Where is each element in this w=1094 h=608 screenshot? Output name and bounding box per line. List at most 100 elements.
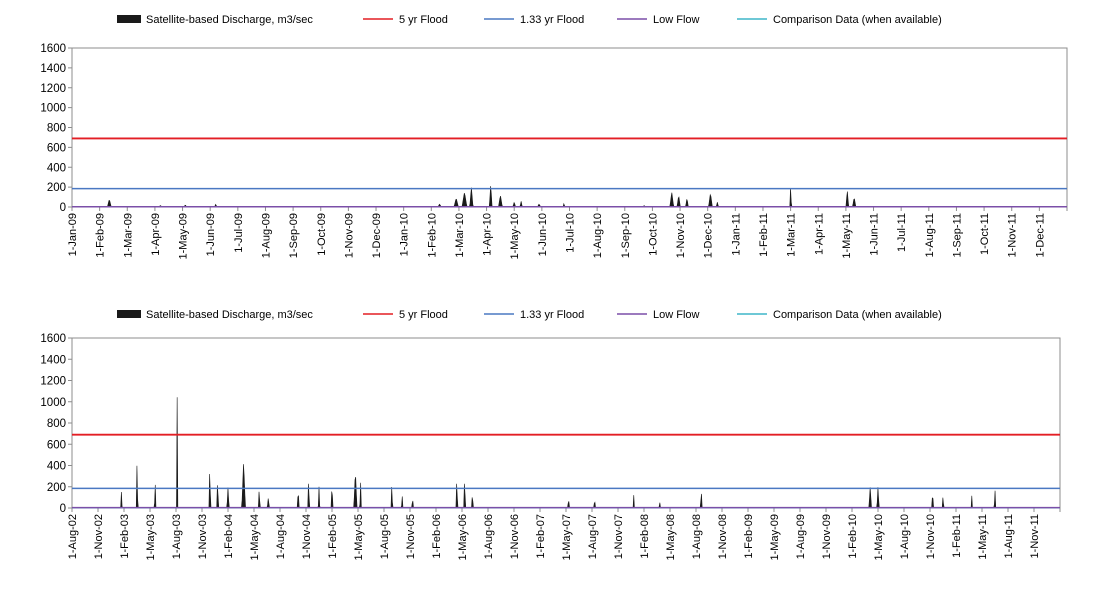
x-tick-label: 1-Feb-10 <box>847 514 859 559</box>
x-tick-label: 1-Nov-05 <box>405 514 417 559</box>
x-tick-label: 1-Aug-07 <box>587 514 599 559</box>
legend: Satellite-based Discharge, m3/sec 5 yr Fl… <box>117 14 942 26</box>
x-tick-label: 1-Jan-09 <box>67 213 79 256</box>
chart-2002-2011: Satellite-based Discharge, m3/sec 5 yr Fl… <box>40 309 1061 560</box>
x-tick-label: 1-May-03 <box>145 514 157 560</box>
x-tick-label: 1-Sep-11 <box>951 213 963 257</box>
legend: Satellite-based Discharge, m3/sec 5 yr Fl… <box>117 309 942 321</box>
y-tick-label: 0 <box>60 503 66 515</box>
x-tick-label: 1-Aug-09 <box>260 213 272 258</box>
x-tick-label: 1-May-10 <box>873 514 885 560</box>
x-tick-label: 1-Apr-09 <box>150 213 162 256</box>
x-tick-label: 1-Nov-06 <box>509 514 521 559</box>
legend-item: 5 yr Flood <box>363 14 448 26</box>
legend-swatch-area <box>117 310 141 318</box>
legend-item: Comparison Data (when available) <box>737 309 942 321</box>
legend-label: 5 yr Flood <box>399 14 448 26</box>
y-axis: 0 200 400 600 800 1000 1200 1400 1600 <box>40 333 72 515</box>
x-tick-label: 1-Nov-09 <box>343 213 355 258</box>
x-tick-label: 1-Nov-09 <box>821 514 833 559</box>
x-tick-label: 1-Aug-04 <box>275 514 287 559</box>
x-tick-label: 1-Aug-11 <box>924 213 936 257</box>
legend-item: Low Flow <box>617 14 700 26</box>
x-tick-label: 1-Jul-10 <box>565 213 577 253</box>
legend-label: Comparison Data (when available) <box>773 309 942 321</box>
x-tick-label: 1-Nov-02 <box>93 514 105 559</box>
y-tick-label: 1600 <box>40 43 66 55</box>
legend-item: Satellite-based Discharge, m3/sec <box>117 309 313 321</box>
x-tick-label: 1-Jun-11 <box>869 213 881 256</box>
x-tick-label: 1-May-11 <box>841 213 853 259</box>
x-tick-label: 1-Feb-06 <box>431 514 443 559</box>
chart-2009-2011: Satellite-based Discharge, m3/sec 5 yr Fl… <box>40 14 1068 259</box>
x-tick-label: 1-Jun-09 <box>205 213 217 256</box>
x-tick-label: 1-Dec-10 <box>703 213 715 258</box>
x-tick-label: 1-Sep-10 <box>620 213 632 258</box>
plot-area <box>71 47 1068 208</box>
y-tick-label: 1000 <box>40 397 66 409</box>
x-tick-label: 1-Aug-09 <box>795 514 807 559</box>
x-tick-label: 1-Feb-03 <box>119 514 131 559</box>
x-tick-label: 1-Aug-08 <box>691 514 703 559</box>
x-tick-label: 1-Mar-11 <box>786 213 798 257</box>
y-tick-label: 1200 <box>40 83 66 95</box>
x-tick-label: 1-Aug-11 <box>1003 514 1015 558</box>
x-tick-label: 1-Nov-07 <box>613 514 625 559</box>
x-tick-label: 1-May-05 <box>353 514 365 560</box>
x-tick-label: 1-Aug-10 <box>899 514 911 559</box>
x-tick-label: 1-Apr-11 <box>813 213 825 255</box>
x-tick-label: 1-Jan-10 <box>399 213 411 256</box>
x-tick-label: 1-Feb-07 <box>535 514 547 559</box>
y-tick-label: 1200 <box>40 376 66 388</box>
x-tick-label: 1-Feb-11 <box>951 514 963 558</box>
x-tick-label: 1-Aug-10 <box>592 213 604 258</box>
y-tick-label: 200 <box>47 482 66 494</box>
legend-label: Satellite-based Discharge, m3/sec <box>146 14 313 26</box>
x-tick-label: 1-Feb-11 <box>758 213 770 257</box>
x-tick-label: 1-Aug-03 <box>171 514 183 559</box>
y-tick-label: 400 <box>47 461 66 473</box>
y-tick-label: 800 <box>47 418 66 430</box>
x-tick-label: 1-May-06 <box>457 514 469 560</box>
y-tick-label: 1400 <box>40 63 66 75</box>
x-tick-label: 1-Oct-10 <box>647 213 659 256</box>
x-tick-label: 1-Jul-11 <box>896 213 908 252</box>
legend-item: 5 yr Flood <box>363 309 448 321</box>
x-tick-label: 1-Feb-09 <box>743 514 755 559</box>
x-tick-label: 1-May-11 <box>977 514 989 560</box>
x-tick-label: 1-May-04 <box>249 514 261 560</box>
x-tick-label: 1-May-08 <box>665 514 677 560</box>
x-tick-label: 1-Apr-10 <box>482 213 494 256</box>
x-tick-label: 1-Jul-09 <box>233 213 245 253</box>
x-tick-label: 1-Nov-11 <box>1007 213 1019 257</box>
x-tick-label: 1-Nov-03 <box>197 514 209 559</box>
x-tick-label: 1-Dec-11 <box>1034 213 1046 257</box>
y-tick-label: 0 <box>60 202 66 214</box>
x-tick-label: 1-Jan-11 <box>730 213 742 256</box>
y-tick-label: 400 <box>47 162 66 174</box>
x-tick-label: 1-Oct-09 <box>316 213 328 256</box>
x-tick-label: 1-Oct-11 <box>979 213 991 255</box>
x-tick-label: 1-Aug-06 <box>483 514 495 559</box>
legend-label: 1.33 yr Flood <box>520 309 584 321</box>
x-tick-label: 1-Jun-10 <box>537 213 549 256</box>
x-tick-label: 1-Feb-08 <box>639 514 651 559</box>
legend-item: Low Flow <box>617 309 700 321</box>
x-tick-label: 1-May-10 <box>509 213 521 259</box>
x-tick-label: 1-Nov-11 <box>1029 514 1041 558</box>
y-axis: 0 200 400 600 800 1000 1200 1400 1600 <box>40 43 72 214</box>
x-tick-label: 1-Nov-10 <box>925 514 937 559</box>
x-tick-label: 1-Feb-05 <box>327 514 339 559</box>
y-tick-label: 600 <box>47 142 66 154</box>
y-tick-label: 1400 <box>40 354 66 366</box>
x-axis: 1-Jan-09 1-Feb-09 1-Mar-09 1-Apr-09 1-May-09… <box>67 207 1068 259</box>
x-tick-label: 1-Nov-10 <box>675 213 687 258</box>
legend-item: 1.33 yr Flood <box>484 309 584 321</box>
x-tick-label: 1-May-07 <box>561 514 573 560</box>
x-tick-label: 1-Dec-09 <box>371 213 383 258</box>
x-tick-label: 1-Feb-09 <box>95 213 107 258</box>
x-tick-label: 1-Nov-04 <box>301 514 313 559</box>
legend-label: Satellite-based Discharge, m3/sec <box>146 309 313 321</box>
x-tick-label: 1-Nov-08 <box>717 514 729 559</box>
